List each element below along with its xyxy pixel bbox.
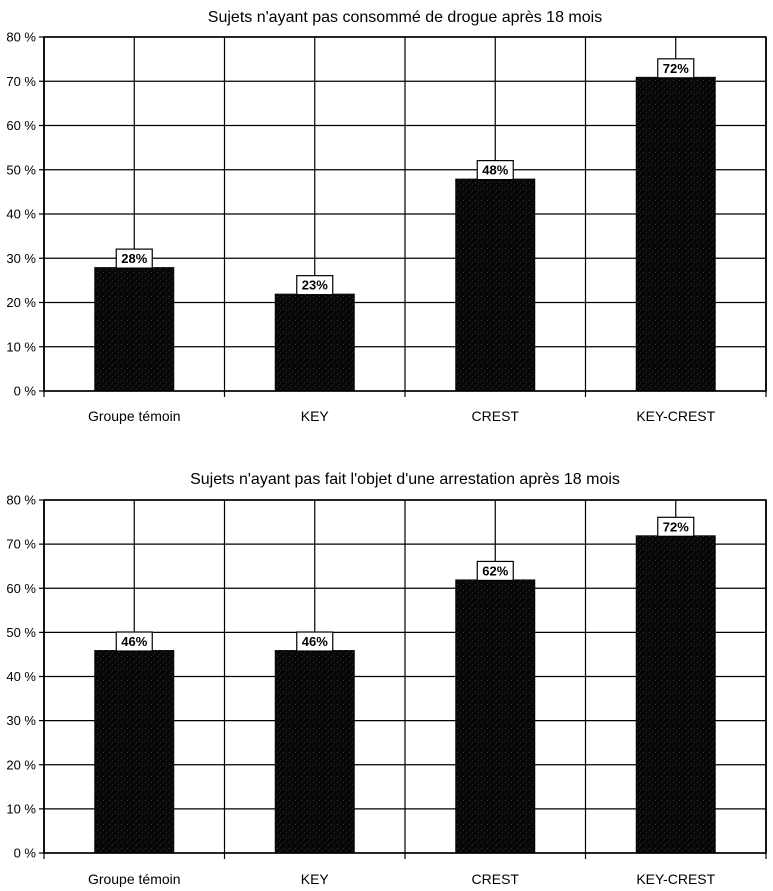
data-label: 23% — [302, 278, 328, 293]
data-label: 46% — [302, 634, 328, 649]
bar — [635, 76, 716, 391]
y-tick-label: 60 % — [6, 581, 36, 596]
category-label: KEY-CREST — [636, 408, 715, 424]
y-tick-label: 80 % — [6, 493, 36, 508]
y-tick-label: 10 % — [6, 801, 36, 816]
data-label: 46% — [121, 634, 147, 649]
data-label-box — [296, 631, 334, 652]
bar — [94, 267, 175, 391]
y-tick-label: 80 % — [6, 30, 36, 45]
y-tick-label: 0 % — [14, 384, 37, 399]
y-tick-label: 50 % — [6, 162, 36, 177]
category-label: CREST — [472, 871, 520, 887]
y-tick-label: 70 % — [6, 74, 36, 89]
category-label: KEY — [301, 871, 330, 887]
bar — [274, 293, 355, 391]
y-tick-label: 30 % — [6, 251, 36, 266]
bar — [635, 535, 716, 853]
y-tick-label: 40 % — [6, 669, 36, 684]
data-label-box — [115, 248, 153, 269]
data-label-box — [115, 631, 153, 652]
data-label: 72% — [663, 61, 689, 76]
y-tick-label: 50 % — [6, 625, 36, 640]
y-tick-label: 10 % — [6, 339, 36, 354]
bar — [94, 650, 175, 853]
chart-title: Sujets n'ayant pas fait l'objet d'une ar… — [190, 471, 620, 488]
chart-2: Sujets n'ayant pas fait l'objet d'une ar… — [6, 471, 767, 887]
data-label-box — [657, 516, 695, 537]
data-label: 62% — [482, 563, 508, 578]
data-label-box — [657, 58, 695, 79]
bar — [274, 650, 355, 853]
y-tick-label: 0 % — [14, 846, 37, 861]
chart-1: Sujets n'ayant pas consommé de drogue ap… — [6, 9, 767, 424]
category-label: Groupe témoin — [88, 408, 181, 424]
category-label: CREST — [472, 408, 520, 424]
bar — [455, 178, 536, 391]
data-label-box — [476, 160, 514, 181]
data-label: 28% — [121, 251, 147, 266]
plot-frame — [43, 499, 767, 854]
category-label: KEY — [301, 408, 330, 424]
bar — [455, 579, 536, 853]
y-tick-label: 20 % — [6, 295, 36, 310]
data-label-box — [476, 560, 514, 582]
y-tick-label: 60 % — [6, 118, 36, 133]
data-label: 72% — [663, 519, 689, 534]
y-tick-label: 70 % — [6, 537, 36, 552]
category-label: KEY-CREST — [636, 871, 715, 887]
category-label: Groupe témoin — [88, 871, 181, 887]
data-label: 48% — [482, 163, 508, 178]
plot-frame — [43, 36, 767, 392]
y-tick-label: 20 % — [6, 757, 36, 772]
data-label-box — [296, 275, 334, 296]
chart-title: Sujets n'ayant pas consommé de drogue ap… — [208, 9, 602, 26]
y-tick-label: 30 % — [6, 713, 36, 728]
y-tick-label: 40 % — [6, 207, 36, 222]
